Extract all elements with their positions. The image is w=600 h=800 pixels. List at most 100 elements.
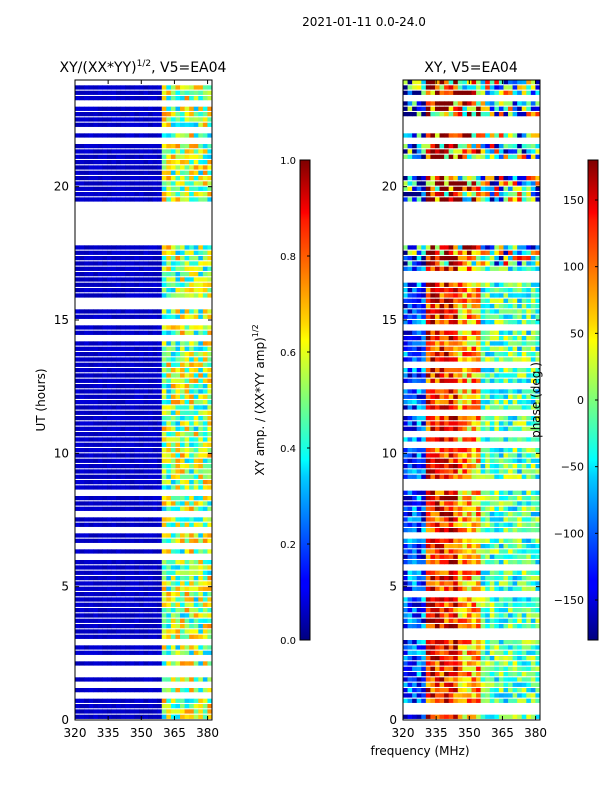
heatmap-cell (75, 549, 80, 554)
heatmap-cell (530, 373, 536, 378)
heatmap-cell (207, 458, 212, 463)
heatmap-cell (88, 538, 94, 543)
heatmap-cell (93, 688, 99, 693)
heatmap-cell (111, 661, 117, 666)
heatmap-cell (439, 293, 445, 298)
heatmap-cell (134, 154, 140, 159)
heatmap-cell (403, 261, 408, 266)
heatmap-cell (97, 256, 103, 261)
heatmap-cell (184, 389, 190, 394)
heatmap-cell (421, 560, 427, 565)
heatmap-cell (526, 181, 532, 186)
heatmap-cell (485, 373, 491, 378)
heatmap-cell (202, 565, 208, 570)
heatmap-cell (521, 341, 527, 346)
heatmap-cell (434, 266, 440, 271)
heatmap-cell (120, 277, 126, 282)
heatmap-cell (448, 192, 454, 197)
heatmap-cell (97, 165, 103, 170)
heatmap-cell (161, 522, 167, 527)
heatmap-cell (521, 506, 527, 511)
heatmap-cell (512, 581, 518, 586)
heatmap-cell (84, 437, 90, 442)
heatmap-cell (180, 122, 185, 127)
heatmap-cell (530, 496, 536, 501)
heatmap-cell (403, 448, 408, 453)
heatmap-cell (170, 474, 176, 479)
heatmap-cell (198, 629, 204, 634)
heatmap-cell (494, 266, 500, 271)
heatmap-cell (202, 181, 208, 186)
heatmap-cell (75, 698, 80, 703)
heatmap-cell (166, 149, 172, 154)
heatmap-cell (535, 256, 540, 261)
heatmap-cell (489, 133, 495, 138)
heatmap-cell (425, 250, 431, 255)
heatmap-cell (535, 517, 540, 522)
heatmap-cell (106, 485, 112, 490)
heatmap-cell (161, 602, 167, 607)
heatmap-cell (439, 154, 445, 159)
heatmap-cell (457, 106, 463, 111)
heatmap-cell (125, 144, 131, 149)
heatmap-cell (198, 613, 204, 618)
heatmap-cell (530, 149, 536, 154)
heatmap-cell (202, 122, 208, 127)
heatmap-cell (403, 501, 408, 506)
heatmap-cell (439, 522, 445, 527)
heatmap-cell (166, 170, 172, 175)
heatmap-cell (88, 117, 94, 122)
heatmap-cell (403, 613, 408, 618)
heatmap-cell (530, 298, 536, 303)
heatmap-cell (189, 618, 195, 623)
heatmap-cell (457, 522, 463, 527)
heatmap-cell (79, 277, 85, 282)
heatmap-cell (120, 197, 126, 202)
heatmap-cell (189, 576, 195, 581)
heatmap-cell (412, 181, 418, 186)
heatmap-cell (152, 250, 158, 255)
heatmap-cell (97, 416, 103, 421)
heatmap-cell (498, 149, 504, 154)
heatmap-cell (161, 405, 167, 410)
heatmap-cell (448, 517, 454, 522)
heatmap-cell (148, 282, 154, 287)
heatmap-cell (512, 560, 518, 565)
heatmap-cell (148, 346, 154, 351)
heatmap-cell (453, 448, 459, 453)
heatmap-cell (116, 650, 122, 655)
heatmap-cell (97, 405, 103, 410)
heatmap-cell (421, 490, 427, 495)
heatmap-cell (517, 474, 523, 479)
heatmap-cell (166, 517, 172, 522)
heatmap-cell (111, 250, 117, 255)
heatmap-cell (157, 645, 163, 650)
heatmap-cell (498, 304, 504, 309)
heatmap-cell (97, 496, 103, 501)
heatmap-cell (88, 426, 94, 431)
heatmap-cell (430, 341, 436, 346)
heatmap-cell (485, 298, 491, 303)
heatmap-cell (157, 245, 163, 250)
colorbar1-label: XY amp. / (XX*YY amp)1/2 (251, 324, 267, 475)
heatmap-cell (189, 106, 195, 111)
heatmap-cell (175, 613, 181, 618)
heatmap-cell (416, 602, 422, 607)
heatmap-cell (535, 352, 540, 357)
heatmap-cell (193, 677, 199, 682)
heatmap-cell (407, 197, 413, 202)
heatmap-cell (134, 378, 140, 383)
heatmap-cell (193, 389, 199, 394)
heatmap-cell (448, 469, 454, 474)
heatmap-cell (189, 176, 195, 181)
heatmap-cell (202, 453, 208, 458)
heatmap-cell (416, 496, 422, 501)
heatmap-cell (508, 586, 513, 591)
heatmap-cell (498, 133, 504, 138)
heatmap-cell (184, 437, 190, 442)
heatmap-cell (138, 688, 144, 693)
heatmap-cell (180, 346, 185, 351)
heatmap-cell (170, 565, 176, 570)
heatmap-cell (503, 298, 509, 303)
heatmap-cell (207, 186, 212, 191)
